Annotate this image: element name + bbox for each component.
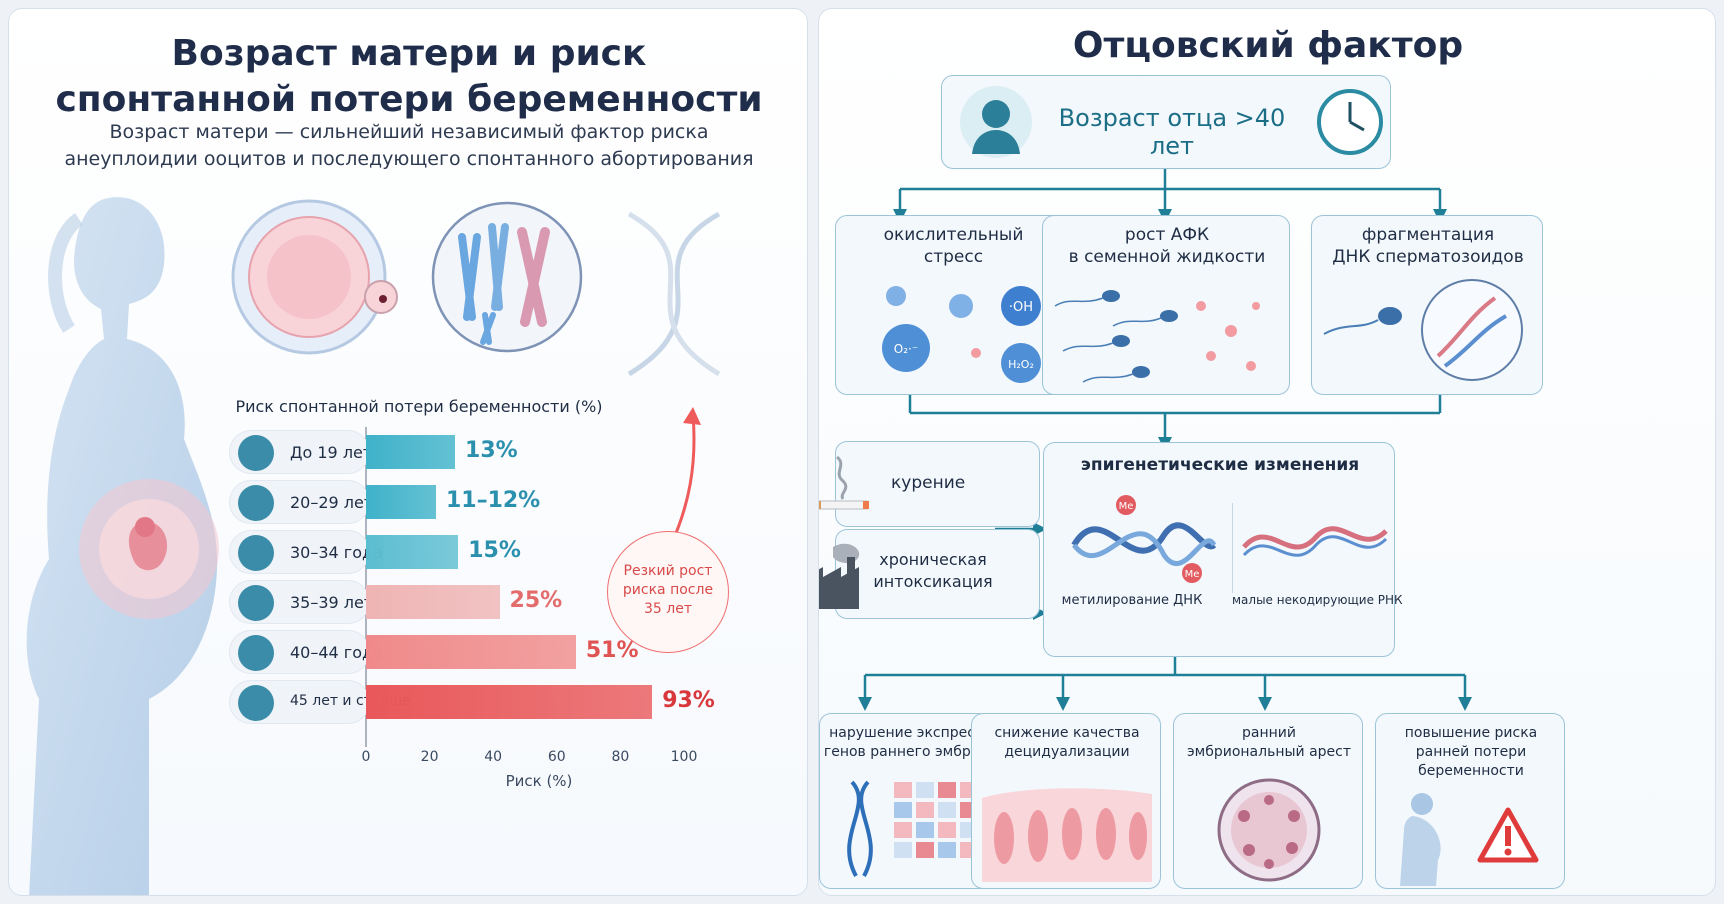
age-group-label: 35–39 лет [290, 593, 374, 612]
risk-bar [366, 435, 456, 469]
risk-value-label: 93% [662, 688, 715, 713]
factory-icon [819, 543, 860, 609]
maternal-age-panel: Возраст матери и риск спонтанной потери … [8, 8, 808, 896]
rising-risk-arrow-icon [669, 407, 701, 546]
small-rna-label: малые некодирующие РНК [1232, 593, 1403, 607]
smoking-box [835, 441, 1040, 527]
father-age-label: Возраст отца >40 лет [1058, 104, 1286, 160]
risk-value-label: 13% [465, 438, 518, 463]
age-group-row: 30–34 года [229, 530, 383, 574]
fragmented-dna-icon [1323, 279, 1523, 381]
pregnant-woman-illustration [26, 197, 219, 895]
risk-bar-chart: До 19 лет 13% 20–29 лет 11–12% 30–34 года 15%… [9, 9, 807, 895]
oocyte-illustration [231, 199, 398, 355]
paternal-title: Отцовский фактор [1072, 25, 1464, 66]
x-tick-label: 40 [484, 749, 503, 765]
x-tick-label: 100 [670, 749, 698, 765]
methylation-label: метилирование ДНК [1061, 593, 1203, 608]
divider [1232, 503, 1233, 593]
chromosomes-illustration [431, 201, 583, 353]
pregnant-woman-icon [1400, 793, 1441, 886]
peroxide-label: H₂O₂ [1008, 358, 1034, 371]
methyl-label-2: Me [1185, 569, 1200, 580]
risk-bar [366, 535, 459, 569]
age-group-row: 40–44 года [229, 630, 383, 674]
man-silhouette-icon [960, 86, 1032, 158]
risk-value-label: 11–12% [445, 488, 541, 513]
oxidative-stress-box: окислительный стресс ·OH O₂·⁻ H₂O₂ [835, 215, 1070, 395]
small-rna-icon [1242, 526, 1388, 557]
age-group-row: 35–39 лет [229, 580, 374, 624]
risk-value-label: 25% [509, 588, 563, 613]
decidualization-box: снижение качества децидуализации [971, 713, 1161, 889]
clock-icon [1317, 89, 1383, 155]
embryo-icon [1217, 778, 1321, 882]
woman-profile-icon [238, 635, 274, 671]
risk-bar [366, 585, 500, 619]
epigenetic-title: эпигенетические изменения [1080, 455, 1360, 475]
risk-value-label: 51% [585, 638, 639, 663]
endometrium-icon [982, 788, 1152, 882]
dna-methylation-icon: Me Me [1071, 495, 1217, 583]
paternal-factor-panel: Отцовский фактор [818, 8, 1716, 896]
x-tick-label: 20 [420, 749, 439, 765]
methyl-label: Me [1119, 501, 1134, 512]
woman-profile-icon [238, 585, 274, 621]
age-group-label: До 19 лет [290, 443, 373, 462]
warning-icon [1477, 807, 1539, 863]
miscarriage-risk-box: повышение риска ранней потери беременнос… [1375, 713, 1565, 889]
ros-molecules-icon: ·OH O₂·⁻ H₂O₂ [882, 286, 1041, 383]
smoking-label: курение [891, 473, 966, 493]
father-age-box: Возраст отца >40 лет [941, 75, 1391, 169]
embryo-arrest-box: ранний эмбриональный арест [1173, 713, 1363, 889]
risk-bar [366, 485, 436, 519]
sperm-cells-icon [1054, 290, 1260, 383]
age-group-row: 45 лет и старше [229, 680, 411, 724]
x-tick-label: 80 [611, 749, 630, 765]
age-group-label: 30–34 года [290, 543, 383, 562]
epigenetic-changes-box: эпигенетические изменения Me Me метилиро… [1043, 442, 1403, 657]
sharp-rise-callout: Резкий рост риска после 35 лет [607, 531, 729, 653]
age-group-row: До 19 лет [229, 430, 373, 474]
x-axis-label: Риск (%) [505, 772, 573, 790]
maternal-subtitle: Возраст матери — сильнейший независимый … [64, 121, 754, 170]
hydroxyl-label: ·OH [1009, 300, 1033, 315]
woman-profile-icon [238, 485, 274, 521]
dna-fragmentation-box: фрагментация ДНК сперматозоидов [1311, 215, 1543, 395]
woman-profile-icon [238, 685, 274, 721]
risk-bar [366, 635, 576, 669]
ros-semen-box: рост АФК в семенной жидкости [1042, 215, 1290, 395]
maternal-title: Возраст матери и риск спонтанной потери … [55, 33, 763, 120]
age-group-row: 20–29 лет [229, 480, 374, 524]
x-tick-label: 60 [547, 749, 566, 765]
age-group-label: 20–29 лет [290, 493, 374, 512]
risk-bar [366, 685, 653, 719]
superoxide-label: O₂·⁻ [894, 342, 918, 356]
chart-title: Риск спонтанной потери беременности (%) [235, 397, 603, 416]
flow-connectors [858, 169, 1472, 711]
dna-helix-illustration [627, 211, 721, 377]
x-tick-label: 0 [361, 749, 371, 765]
gene-heatmap-icon [847, 780, 978, 877]
age-group-label: 40–44 года [290, 643, 383, 662]
woman-profile-icon [238, 435, 274, 471]
cigarette-icon [819, 455, 869, 510]
woman-profile-icon [238, 535, 274, 571]
toxic-box [835, 529, 1040, 619]
risk-value-label: 15% [468, 538, 521, 563]
